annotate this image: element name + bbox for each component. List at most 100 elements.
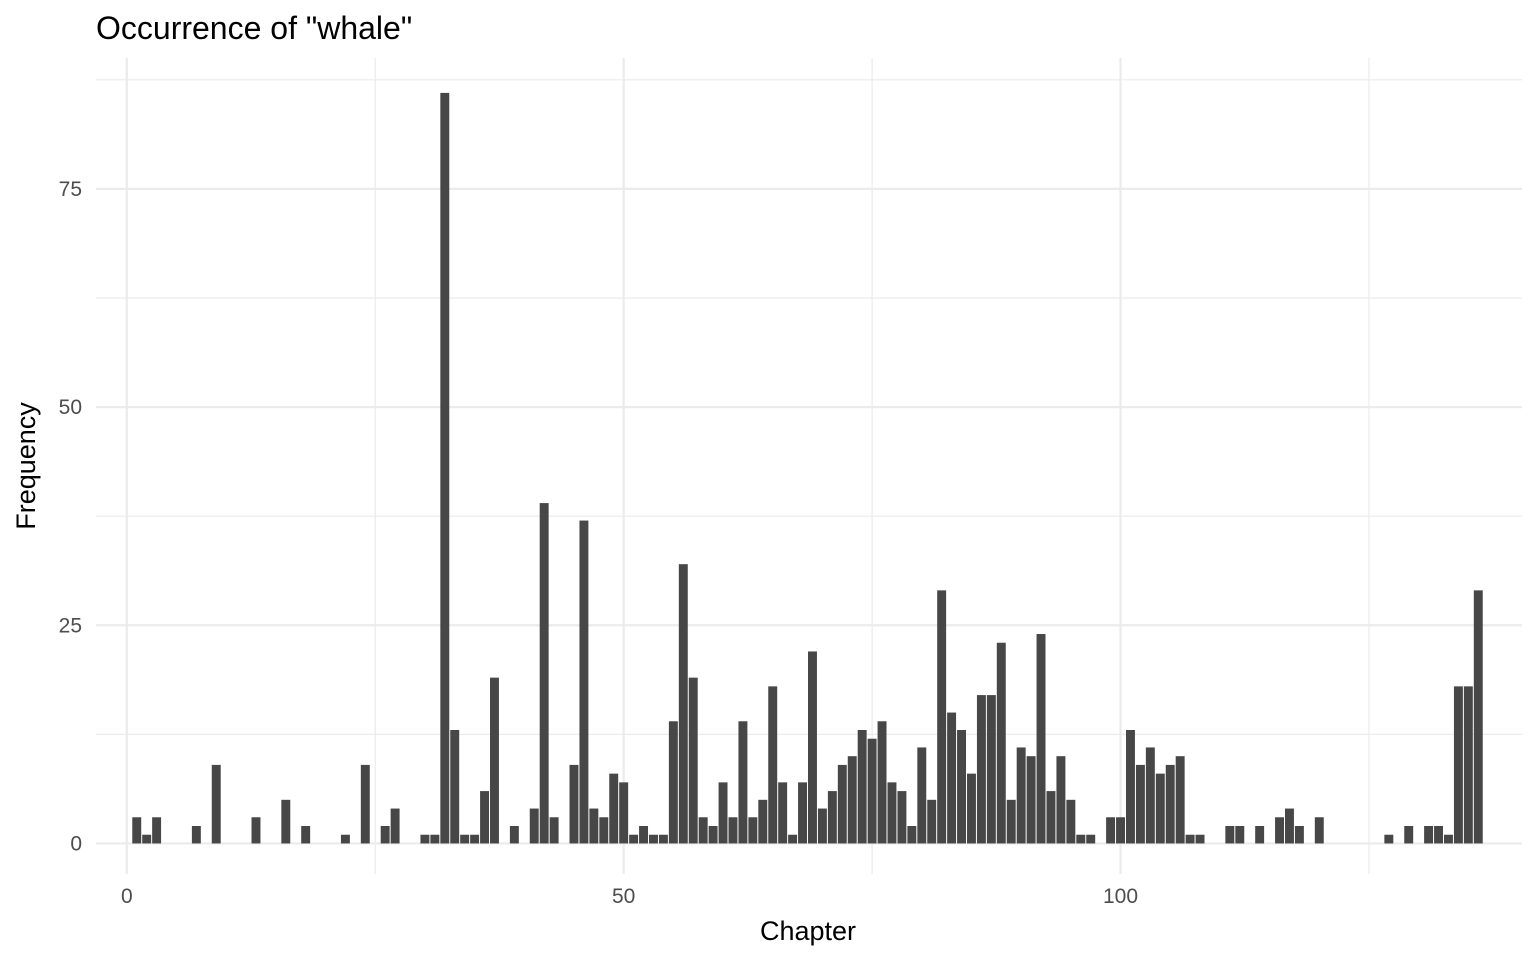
bar-chapter-51 [629, 834, 639, 844]
x-axis-title: Chapter [760, 916, 856, 946]
bar-chapter-102 [1135, 764, 1145, 844]
bar-chapter-108 [1195, 834, 1205, 844]
bar-chapter-91 [1026, 756, 1036, 844]
chart-title: Occurrence of "whale" [96, 10, 412, 46]
bar-chapter-96 [1076, 834, 1086, 844]
bar-chapter-77 [887, 782, 897, 844]
bar-chapter-74 [857, 730, 867, 844]
bar-chapter-104 [1155, 773, 1165, 844]
bar-chapter-90 [1016, 747, 1026, 844]
bar-chapter-16 [281, 799, 291, 844]
bar-chapter-53 [649, 834, 658, 844]
bar-chapter-127 [1384, 834, 1394, 844]
bar-chapter-39 [509, 826, 519, 844]
bar-chapter-94 [1056, 756, 1066, 844]
y-axis-tick-labels: 0 25 50 75 [59, 178, 82, 856]
bar-chapter-59 [708, 826, 718, 844]
bar-chapter-116 [1275, 817, 1284, 844]
bar-chapter-60 [718, 782, 728, 844]
bar-chapter-73 [847, 756, 857, 844]
bar-chapter-52 [639, 826, 649, 844]
bar-chapter-71 [827, 791, 837, 844]
bar-chapter-45 [569, 764, 579, 844]
bar-chapter-69 [808, 651, 817, 844]
bar-chapter-83 [947, 712, 957, 844]
bar-chapter-37 [490, 677, 499, 844]
y-tick-label: 25 [59, 614, 82, 637]
bar-chapter-136 [1473, 590, 1483, 844]
bar-chapter-106 [1175, 756, 1185, 844]
bar-chapter-26 [380, 826, 390, 844]
bar-chapter-27 [390, 808, 400, 844]
bar-chapter-93 [1046, 791, 1056, 844]
bar-chapter-84 [957, 730, 967, 844]
bar-chapter-117 [1285, 808, 1294, 844]
y-axis-title: Frequency [11, 402, 41, 530]
bar-chapter-18 [301, 826, 311, 844]
bar-chapter-79 [907, 826, 917, 844]
bar-chapter-63 [748, 817, 758, 844]
bar-chapter-67 [788, 834, 798, 844]
bar-chapter-9 [211, 764, 221, 844]
x-tick-label: 0 [121, 885, 133, 908]
bar-chapter-120 [1314, 817, 1324, 844]
bar-chapter-43 [549, 817, 559, 844]
bar-chapter-24 [360, 764, 370, 844]
bar-chapter-87 [986, 695, 996, 844]
bar-chapter-7 [191, 826, 201, 844]
bar-chapter-75 [867, 738, 877, 844]
bar-chapter-48 [599, 817, 609, 844]
bar-chapter-107 [1185, 834, 1195, 844]
bar-chapter-112 [1235, 826, 1245, 844]
bar-chapter-131 [1424, 826, 1434, 844]
bar-chapter-114 [1255, 826, 1265, 844]
bar-chapter-57 [688, 677, 698, 844]
bar-chapter-1 [132, 817, 142, 844]
bar-chapter-134 [1453, 686, 1463, 844]
bar-chapter-22 [340, 834, 350, 844]
bar-chapter-55 [668, 721, 678, 844]
bar-chapter-49 [609, 773, 619, 844]
bar-chapter-35 [470, 834, 480, 844]
bar-chapter-95 [1066, 799, 1076, 844]
bar-chapter-50 [619, 782, 629, 844]
x-tick-label: 50 [612, 885, 635, 908]
bar-chapter-34 [460, 834, 470, 844]
bar-chapter-32 [440, 92, 450, 844]
bar-chapter-54 [658, 834, 668, 844]
grid [96, 58, 1522, 874]
bar-chapter-70 [817, 808, 827, 844]
bar-chapter-68 [798, 782, 808, 844]
bar-chapter-105 [1165, 764, 1175, 844]
bars [132, 92, 1483, 844]
bar-chapter-103 [1145, 747, 1155, 844]
x-tick-label: 100 [1103, 885, 1138, 908]
bar-chapter-78 [897, 791, 907, 844]
bar-chapter-36 [480, 791, 490, 844]
bar-chapter-66 [778, 782, 788, 844]
bar-chapter-129 [1404, 826, 1414, 844]
y-tick-label: 75 [59, 178, 82, 201]
bar-chapter-56 [678, 564, 688, 844]
bar-chapter-100 [1116, 817, 1125, 844]
bar-chapter-99 [1106, 817, 1116, 844]
bar-chapter-13 [251, 817, 261, 844]
bar-chapter-82 [937, 590, 947, 844]
bar-chapter-133 [1443, 834, 1453, 844]
bar-chapter-3 [152, 817, 162, 844]
bar-chapter-30 [420, 834, 430, 844]
bar-chapter-97 [1086, 834, 1096, 844]
bar-chapter-61 [728, 817, 738, 844]
bar-chapter-86 [976, 695, 986, 844]
bar-chapter-2 [142, 834, 152, 844]
bar-chapter-88 [996, 642, 1006, 844]
bar-chapter-81 [927, 799, 937, 844]
bar-chapter-80 [917, 747, 927, 844]
bar-chapter-46 [579, 520, 589, 844]
bar-chapter-76 [877, 721, 887, 844]
bar-chapter-89 [1006, 799, 1016, 844]
bar-chapter-58 [698, 817, 708, 844]
y-tick-label: 50 [59, 396, 82, 419]
bar-chapter-62 [738, 721, 748, 844]
